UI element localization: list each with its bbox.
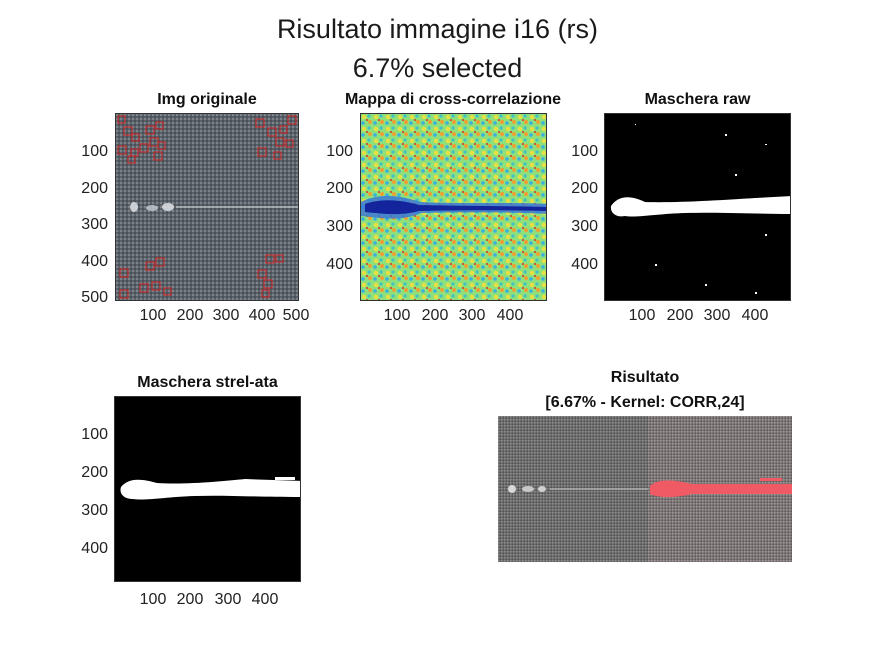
- x-tick: 400: [741, 307, 769, 324]
- y-tick: 300: [81, 502, 108, 519]
- y-tick: 100: [571, 143, 598, 160]
- x-tick: 200: [666, 307, 694, 324]
- x-tick: 200: [176, 591, 204, 608]
- y-tick: 300: [81, 216, 108, 233]
- x-tick: 300: [212, 307, 240, 324]
- figure-subtitle: 6.7% selected: [352, 53, 523, 83]
- x-tick: 400: [496, 307, 524, 324]
- x-tick: 200: [421, 307, 449, 324]
- selection-markers: [117, 115, 297, 299]
- x-tick: 400: [251, 591, 279, 608]
- result-image: [498, 416, 792, 562]
- original-image: [116, 114, 298, 300]
- y-tick: 300: [326, 218, 353, 235]
- raw-mask-panel: [604, 113, 791, 301]
- y-tick: 200: [81, 464, 108, 481]
- strel-mask-panel: [114, 396, 301, 582]
- original-image-panel: [115, 113, 299, 301]
- y-tick: 400: [81, 540, 108, 557]
- raw-mask: [605, 114, 790, 300]
- y-tick: 100: [81, 426, 108, 443]
- y-tick: 400: [571, 256, 598, 273]
- result-panel: [498, 416, 792, 562]
- result-panel-subtitle: [6.67% - Kernel: CORR,24]: [545, 394, 745, 411]
- y-tick: 400: [81, 253, 108, 270]
- y-tick: 200: [81, 180, 108, 197]
- x-tick: 300: [214, 591, 242, 608]
- result-panel-title: Risultato: [610, 369, 680, 386]
- y-tick: 400: [326, 256, 353, 273]
- x-tick: 100: [628, 307, 656, 324]
- y-tick: 200: [326, 180, 353, 197]
- x-tick: 500: [282, 307, 310, 324]
- strel-mask: [115, 397, 300, 581]
- x-tick: 100: [139, 307, 167, 324]
- strel-mask-panel-title: Maschera strel-ata: [137, 374, 278, 391]
- xcorr-map-panel: [360, 113, 547, 301]
- y-tick: 500: [81, 289, 108, 306]
- y-tick: 200: [571, 180, 598, 197]
- x-tick: 100: [139, 591, 167, 608]
- x-tick: 300: [458, 307, 486, 324]
- figure-title: Risultato immagine i16 (rs): [276, 14, 599, 44]
- y-tick: 300: [571, 218, 598, 235]
- raw-mask-panel-title: Maschera raw: [644, 91, 751, 108]
- x-tick: 400: [248, 307, 276, 324]
- original-panel-title: Img originale: [157, 91, 257, 108]
- xcorr-panel-title: Mappa di cross-correlazione: [344, 91, 562, 108]
- x-tick: 300: [703, 307, 731, 324]
- x-tick: 200: [176, 307, 204, 324]
- y-tick: 100: [81, 143, 108, 160]
- y-tick: 100: [326, 143, 353, 160]
- xcorr-heatmap: [361, 114, 546, 300]
- x-tick: 100: [383, 307, 411, 324]
